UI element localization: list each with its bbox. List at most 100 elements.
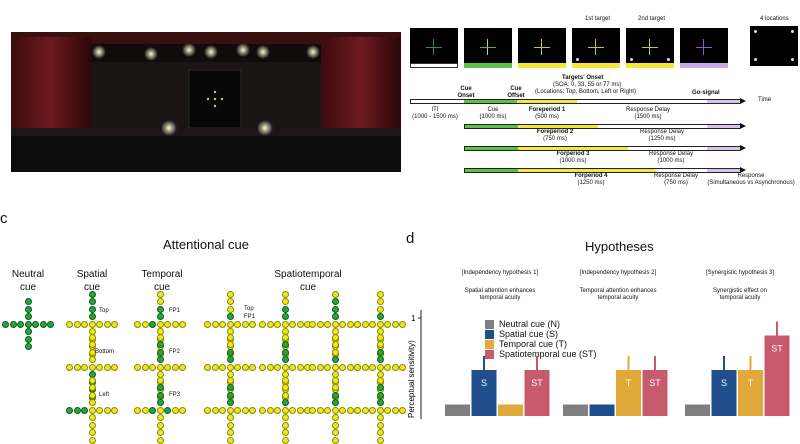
bead: [281, 429, 289, 436]
bead: [219, 363, 226, 371]
bead: [111, 320, 118, 328]
hypothesis-1-desc: Spatial attention enhances temporal acuit…: [464, 288, 536, 301]
bead: [281, 333, 289, 341]
bead: [73, 406, 81, 414]
legend-item-neutral: Neutral cue (N): [485, 319, 597, 329]
bead: [296, 320, 304, 328]
legend-swatch-spatial: [485, 329, 494, 339]
bead: [88, 399, 96, 406]
bead: [376, 414, 384, 421]
bead: [156, 290, 164, 298]
bead: [24, 305, 32, 313]
bead: [96, 406, 103, 414]
bead: [226, 391, 234, 399]
bead: [376, 313, 384, 320]
bead: [88, 384, 96, 391]
legend-item-spatiotemporal: Spatiotemporal cue (ST): [485, 349, 597, 359]
bead: [324, 320, 331, 328]
bead: [134, 406, 141, 414]
bead: [88, 320, 96, 328]
spatial-left-label: Left: [99, 392, 110, 398]
bead: [274, 320, 281, 328]
bead: [24, 328, 32, 335]
bead: [81, 406, 88, 414]
bead: [211, 363, 219, 371]
bead: [88, 414, 96, 421]
bar-0-2: [498, 404, 523, 416]
panel-d-letter: d: [406, 230, 415, 247]
bead: [399, 406, 406, 414]
bead: [156, 399, 164, 406]
bar-1-1: [589, 404, 615, 416]
bead: [204, 363, 211, 371]
bead: [376, 399, 384, 406]
bead: [376, 305, 384, 313]
bead: [39, 320, 47, 328]
bead: [211, 320, 219, 328]
bead: [316, 320, 324, 328]
bead: [103, 363, 111, 371]
bead: [281, 313, 289, 320]
bead: [226, 348, 234, 356]
bead: [73, 363, 81, 371]
bead: [226, 290, 234, 298]
locations-text: (Locations: Top, Bottom, Left or Right): [535, 89, 636, 95]
bead: [179, 406, 186, 414]
bead: [226, 429, 234, 436]
response-label: Response (Simultaneous vs Asynchronous): [707, 173, 795, 186]
bead: [156, 320, 164, 328]
bead: [156, 429, 164, 436]
bead: [266, 406, 274, 414]
bead: [376, 384, 384, 391]
bead: [149, 363, 156, 371]
bead: [281, 414, 289, 421]
hypothesis-2-desc: Temporal attention enhances temporal acui…: [579, 288, 657, 301]
bar-label-2-1: S: [721, 378, 727, 388]
bar-0-1: [471, 370, 497, 416]
bead: [88, 356, 96, 363]
bead: [171, 363, 179, 371]
bead: [289, 320, 296, 328]
bead: [281, 348, 289, 356]
bead: [331, 406, 339, 414]
bead: [81, 363, 88, 371]
bead: [24, 313, 32, 320]
second-target-label: 2nd target: [638, 16, 666, 22]
bead: [281, 399, 289, 406]
bead: [156, 421, 164, 429]
bead: [281, 305, 289, 313]
bar-2-0: [685, 404, 710, 416]
bar-1-0: [563, 404, 588, 416]
bead: [281, 406, 289, 414]
bead: [281, 436, 289, 444]
legend-swatch-temporal: [485, 339, 494, 349]
four-locations-label: 4 locations: [760, 16, 789, 22]
bead: [149, 320, 156, 328]
bead: [66, 406, 73, 414]
bead: [249, 320, 256, 328]
bead: [266, 320, 274, 328]
bead: [339, 363, 346, 371]
bead: [249, 363, 256, 371]
bead: [376, 290, 384, 298]
bead: [156, 341, 164, 348]
bead: [289, 363, 296, 371]
st-top-label: Top: [244, 306, 254, 312]
bead: [354, 363, 361, 371]
bead: [2, 320, 9, 328]
bead: [281, 341, 289, 348]
bead: [164, 406, 171, 414]
bead: [289, 406, 296, 414]
bead: [226, 305, 234, 313]
targets-onset-label: Targets' Onset: [562, 75, 604, 81]
bar-label-1-3: ST: [649, 378, 661, 388]
bead: [88, 298, 96, 305]
bead: [376, 429, 384, 436]
bead: [384, 320, 391, 328]
bead: [376, 376, 384, 384]
bead: [331, 414, 339, 421]
bead: [331, 399, 339, 406]
stage-illustration: [11, 32, 401, 172]
hypothesis-3-name: [Synergistic hypothesis 3]: [705, 270, 775, 276]
